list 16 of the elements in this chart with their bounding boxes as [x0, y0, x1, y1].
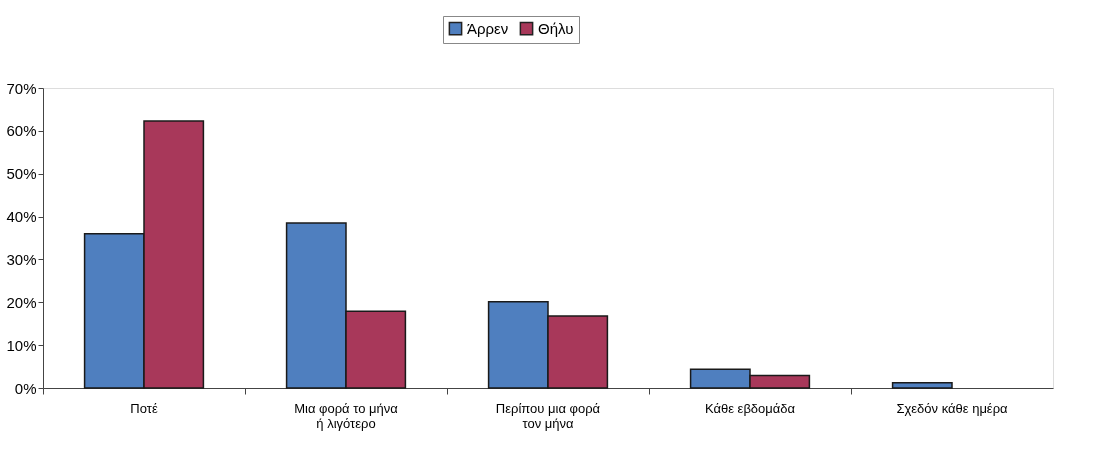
y-tick-label: 30% [6, 250, 37, 268]
y-tick-label: 70% [6, 79, 37, 97]
legend-label: Άρρεν [467, 19, 509, 37]
y-tick-label: 50% [6, 165, 37, 183]
x-tick-label: Μια φορά το μήνα ή λιγότερο [294, 400, 399, 431]
y-tick-label: 0% [14, 379, 37, 397]
x-tick-label: Σχεδόν κάθε ημέρα [896, 400, 1009, 416]
y-tick-label: 20% [6, 293, 37, 311]
y-tick-label: 10% [6, 336, 37, 354]
bar [891, 382, 953, 389]
legend-label: Θήλυ [538, 19, 574, 37]
x-tick-label: Περίπου μια φορά τον μήνα [495, 400, 601, 431]
x-tick-label: Κάθε εβδομάδα [704, 400, 796, 416]
y-tick-label: 60% [6, 122, 37, 140]
x-tick-label: Ποτέ [130, 400, 158, 416]
y-tick-label: 40% [6, 208, 37, 226]
